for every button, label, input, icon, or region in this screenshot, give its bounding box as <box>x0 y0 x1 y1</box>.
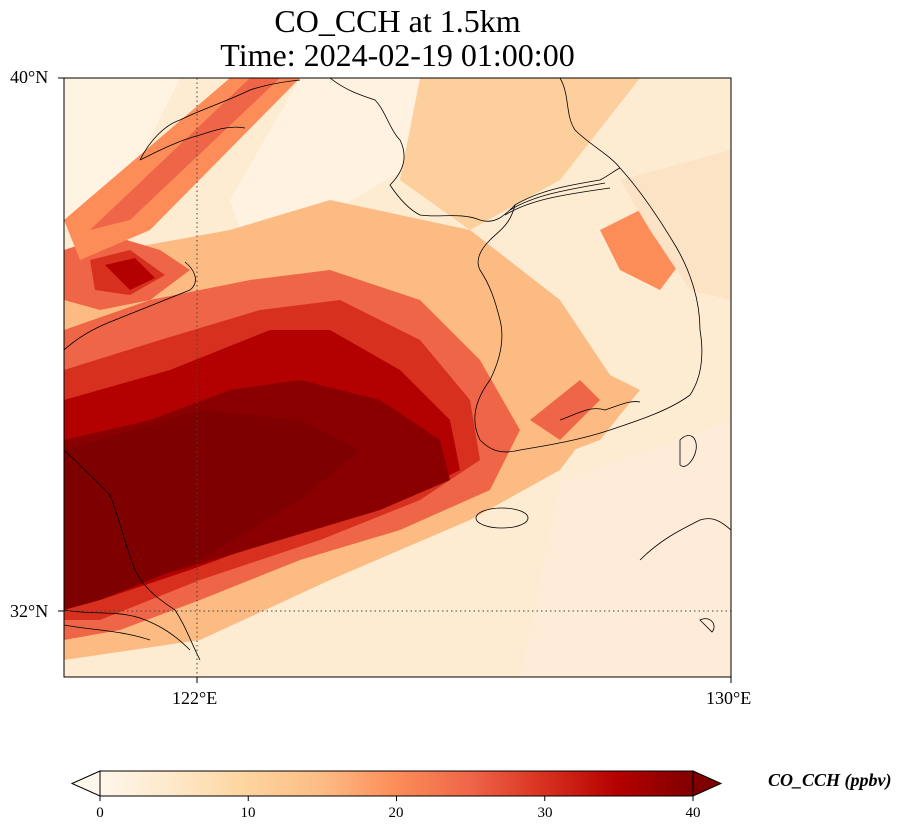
colorbar-label-0: 0 <box>96 805 104 821</box>
colorbar-title: CO_CCH (ppbv) <box>768 770 892 790</box>
concentration-field <box>64 78 731 677</box>
map-title: CO_CCH at 1.5km Time: 2024-02-19 01:00:0… <box>64 4 731 72</box>
colorbar-gradient <box>100 771 693 796</box>
lat-label-40n: 40°N <box>10 67 49 87</box>
colorbar-extend-max <box>692 770 723 797</box>
lon-label-122e: 122°E <box>172 688 218 708</box>
colorbar-label-20: 20 <box>388 805 404 821</box>
lon-label-130e: 130°E <box>706 688 752 708</box>
coastlines <box>64 78 731 661</box>
colorbar-extend-min <box>70 770 101 797</box>
title-line-variable: CO_CCH at 1.5km <box>274 3 521 39</box>
colorbar-label-30: 30 <box>537 805 553 821</box>
lat-label-32n: 32°N <box>10 601 49 621</box>
axis-ticks <box>58 77 732 683</box>
map-frame <box>63 77 732 678</box>
colorbar-label-40: 40 <box>685 805 701 821</box>
gridlines <box>64 78 731 677</box>
title-line-time: Time: 2024-02-19 01:00:00 <box>220 37 575 73</box>
colorbar-label-10: 10 <box>240 805 256 821</box>
colorbar <box>70 770 723 801</box>
